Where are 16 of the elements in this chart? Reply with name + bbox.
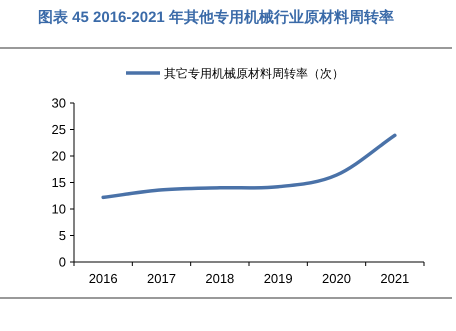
y-tick-label: 30 [52, 96, 66, 110]
x-tick-label: 2019 [264, 271, 293, 286]
x-tick-label: 2018 [205, 271, 234, 286]
y-tick-label: 10 [52, 202, 66, 216]
y-tick-label: 0 [58, 254, 66, 270]
title: 图表 45 2016-2021 年其他专用机械行业原材料周转率 [38, 9, 394, 26]
legend: 其它专用机械原材料周转率（次） [126, 66, 344, 80]
x-tick-label: 2020 [322, 271, 351, 286]
x-tick-label: 2016 [88, 271, 118, 286]
y-tick-label: 25 [52, 122, 66, 137]
x-tick-label: 2017 [147, 271, 176, 286]
legend-label: 其它专用机械原材料周转率（次） [164, 66, 344, 80]
y-tick-label: 5 [58, 228, 66, 243]
x-tick-label: 2021 [380, 271, 410, 286]
y-tick-label: 20 [52, 148, 66, 164]
y-tick-label: 15 [52, 175, 66, 190]
